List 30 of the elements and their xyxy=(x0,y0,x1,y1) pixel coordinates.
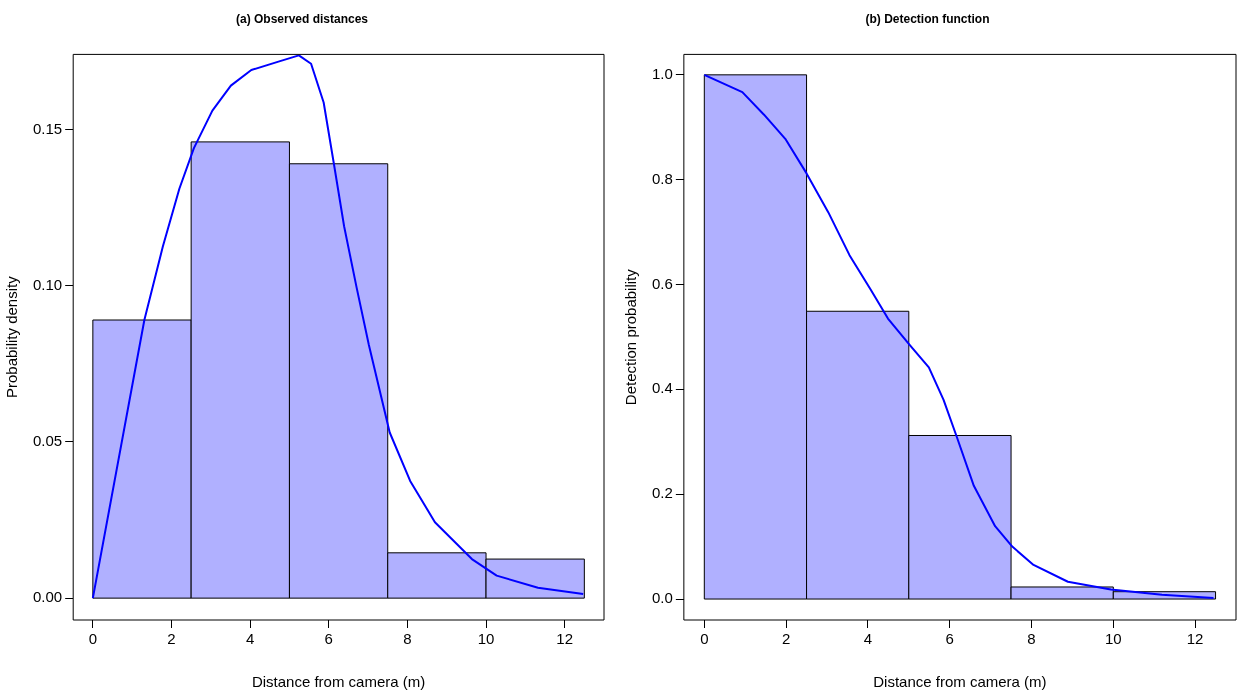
y-tick-label: 0.2 xyxy=(651,484,673,502)
x-tick-label: 8 xyxy=(403,630,412,648)
x-tick-label: 8 xyxy=(1027,630,1036,648)
x-tick-label: 12 xyxy=(556,630,574,648)
x-tick-label: 4 xyxy=(245,630,255,648)
x-tick-label: 12 xyxy=(1186,630,1204,648)
x-tick-label: 6 xyxy=(945,630,954,648)
y-axis-title: Probability density xyxy=(3,275,21,399)
y-tick-label: 0.0 xyxy=(651,589,673,607)
y-tick-label: 0.4 xyxy=(651,379,673,397)
x-tick-label: 2 xyxy=(781,630,791,648)
x-tick-label: 10 xyxy=(477,630,495,648)
x-tick-label: 0 xyxy=(700,630,709,648)
chart-title: (b) Detection function xyxy=(865,11,990,26)
x-axis-title: Distance from camera (m) xyxy=(873,673,1047,691)
x-tick-label: 6 xyxy=(324,630,333,648)
x-tick-label: 10 xyxy=(1104,630,1122,648)
y-tick-label: 0.8 xyxy=(651,169,673,187)
chart-title: (a) Observed distances xyxy=(235,11,369,26)
y-tick-label: 1.0 xyxy=(651,64,673,82)
x-tick-label: 4 xyxy=(863,630,873,648)
y-tick-label: 0.05 xyxy=(32,432,63,450)
y-tick-label: 0.10 xyxy=(32,275,63,293)
y-axis-title: Detection probability xyxy=(622,268,640,406)
x-tick-label: 2 xyxy=(167,630,176,648)
x-axis-title: Distance from camera (m) xyxy=(251,673,426,691)
y-tick-label: 0.15 xyxy=(32,119,63,137)
y-tick-label: 0.00 xyxy=(32,588,63,606)
y-tick-label: 0.6 xyxy=(651,274,673,292)
x-tick-label: 0 xyxy=(88,630,98,648)
